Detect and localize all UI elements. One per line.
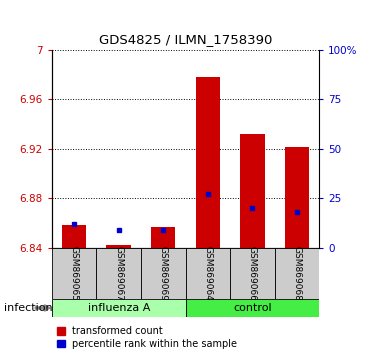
Text: GSM869065: GSM869065 (70, 246, 79, 301)
Legend: transformed count, percentile rank within the sample: transformed count, percentile rank withi… (57, 326, 237, 349)
Title: GDS4825 / ILMN_1758390: GDS4825 / ILMN_1758390 (99, 33, 272, 46)
Bar (141, 248, 186, 299)
Text: GSM869066: GSM869066 (248, 246, 257, 301)
Bar (186, 299, 319, 317)
Text: influenza A: influenza A (88, 303, 150, 313)
Text: GSM869068: GSM869068 (292, 246, 301, 301)
Text: GSM869064: GSM869064 (203, 246, 212, 301)
Bar (186, 248, 230, 299)
Bar (230, 248, 275, 299)
Bar (285, 148, 309, 248)
Bar (240, 134, 265, 248)
Text: GSM869067: GSM869067 (114, 246, 123, 301)
Bar (275, 248, 319, 299)
Text: GSM869069: GSM869069 (159, 246, 168, 301)
Bar (96, 248, 141, 299)
Bar (52, 248, 96, 299)
Text: infection: infection (4, 303, 52, 313)
Bar (106, 245, 131, 248)
Bar (62, 225, 86, 248)
Bar (52, 299, 186, 317)
Bar (196, 77, 220, 248)
Text: control: control (233, 303, 272, 313)
Bar (151, 227, 175, 248)
